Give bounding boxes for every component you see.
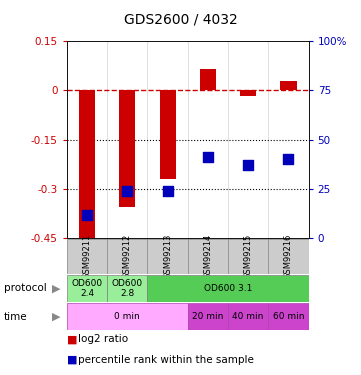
- Bar: [188, 303, 228, 330]
- Bar: [228, 303, 268, 330]
- Text: protocol: protocol: [4, 284, 46, 293]
- Text: OD600
2.4: OD600 2.4: [71, 279, 103, 298]
- Bar: [79, 90, 95, 242]
- Text: GSM99212: GSM99212: [123, 234, 132, 279]
- Point: [205, 154, 211, 160]
- Bar: [240, 90, 256, 96]
- Point: [245, 162, 251, 168]
- Text: GDS2600 / 4032: GDS2600 / 4032: [123, 12, 238, 26]
- Text: OD600
2.8: OD600 2.8: [112, 279, 143, 298]
- Text: GSM99215: GSM99215: [244, 234, 253, 279]
- Point: [286, 156, 291, 162]
- Text: 40 min: 40 min: [232, 312, 264, 321]
- Bar: [160, 90, 175, 179]
- Text: 20 min: 20 min: [192, 312, 223, 321]
- Bar: [280, 81, 296, 90]
- Text: GSM99214: GSM99214: [203, 234, 212, 279]
- Text: GSM99211: GSM99211: [82, 234, 91, 279]
- Point: [165, 188, 170, 194]
- Text: ▶: ▶: [52, 312, 60, 321]
- Bar: [67, 303, 188, 330]
- Text: GSM99213: GSM99213: [163, 234, 172, 279]
- Text: OD600 3.1: OD600 3.1: [204, 284, 252, 293]
- Bar: [268, 303, 309, 330]
- Text: ▶: ▶: [52, 284, 60, 293]
- Text: ■: ■: [67, 334, 77, 344]
- Point: [84, 211, 90, 217]
- Point: [124, 188, 130, 194]
- Bar: [67, 275, 107, 302]
- Text: 0 min: 0 min: [114, 312, 140, 321]
- Bar: [147, 275, 309, 302]
- Bar: [107, 275, 147, 302]
- Text: percentile rank within the sample: percentile rank within the sample: [78, 355, 253, 365]
- Text: ■: ■: [67, 355, 77, 365]
- Text: GSM99216: GSM99216: [284, 234, 293, 279]
- Bar: [119, 90, 135, 207]
- Bar: [200, 69, 216, 90]
- Text: time: time: [4, 312, 27, 321]
- Text: 60 min: 60 min: [273, 312, 304, 321]
- Text: log2 ratio: log2 ratio: [78, 334, 128, 344]
